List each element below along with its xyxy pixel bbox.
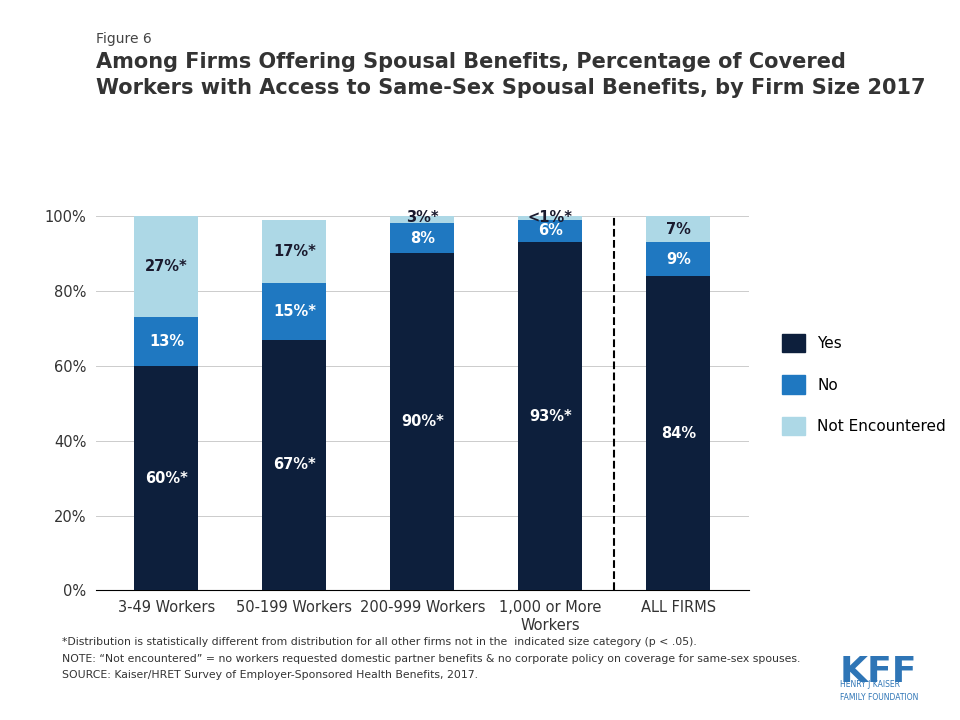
Text: KFF: KFF xyxy=(840,655,918,689)
Bar xyxy=(646,216,710,242)
Text: Among Firms Offering Spousal Benefits, Percentage of Covered: Among Firms Offering Spousal Benefits, P… xyxy=(96,52,846,72)
Text: NOTE: “Not encountered” = no workers requested domestic partner benefits & no co: NOTE: “Not encountered” = no workers req… xyxy=(62,654,801,664)
Text: 60%*: 60%* xyxy=(145,471,188,485)
Bar xyxy=(391,253,454,590)
Text: SOURCE: Kaiser/HRET Survey of Employer-Sponsored Health Benefits, 2017.: SOURCE: Kaiser/HRET Survey of Employer-S… xyxy=(62,670,478,680)
Text: 27%*: 27%* xyxy=(145,259,188,274)
Bar xyxy=(262,340,326,590)
Bar xyxy=(646,242,710,276)
Text: 67%*: 67%* xyxy=(273,457,316,472)
Text: 90%*: 90%* xyxy=(401,415,444,429)
Text: 6%: 6% xyxy=(538,223,563,238)
Text: 13%: 13% xyxy=(149,334,184,349)
Text: HENRY J KAISER
FAMILY FOUNDATION: HENRY J KAISER FAMILY FOUNDATION xyxy=(840,680,919,702)
Text: Workers with Access to Same-Sex Spousal Benefits, by Firm Size 2017: Workers with Access to Same-Sex Spousal … xyxy=(96,78,925,98)
Text: 3%*: 3%* xyxy=(406,210,439,225)
Text: 9%: 9% xyxy=(666,251,691,266)
Text: 93%*: 93%* xyxy=(529,409,572,424)
Bar xyxy=(518,216,583,220)
Bar xyxy=(646,276,710,590)
Text: 84%: 84% xyxy=(660,426,696,441)
Text: *Distribution is statistically different from distribution for all other firms n: *Distribution is statistically different… xyxy=(62,637,697,647)
Text: 17%*: 17%* xyxy=(273,244,316,259)
Bar xyxy=(134,366,199,590)
Bar xyxy=(391,212,454,223)
Bar xyxy=(518,242,583,590)
Text: 7%: 7% xyxy=(666,222,691,237)
Text: Figure 6: Figure 6 xyxy=(96,32,152,46)
Bar xyxy=(518,220,583,242)
Text: <1%*: <1%* xyxy=(528,210,573,225)
Bar xyxy=(262,284,326,340)
Bar xyxy=(391,223,454,253)
Legend: Yes, No, Not Encountered: Yes, No, Not Encountered xyxy=(776,328,952,441)
Bar xyxy=(134,216,199,317)
Text: 8%: 8% xyxy=(410,231,435,246)
Bar xyxy=(134,317,199,366)
Text: 15%*: 15%* xyxy=(273,304,316,319)
Bar xyxy=(262,220,326,284)
